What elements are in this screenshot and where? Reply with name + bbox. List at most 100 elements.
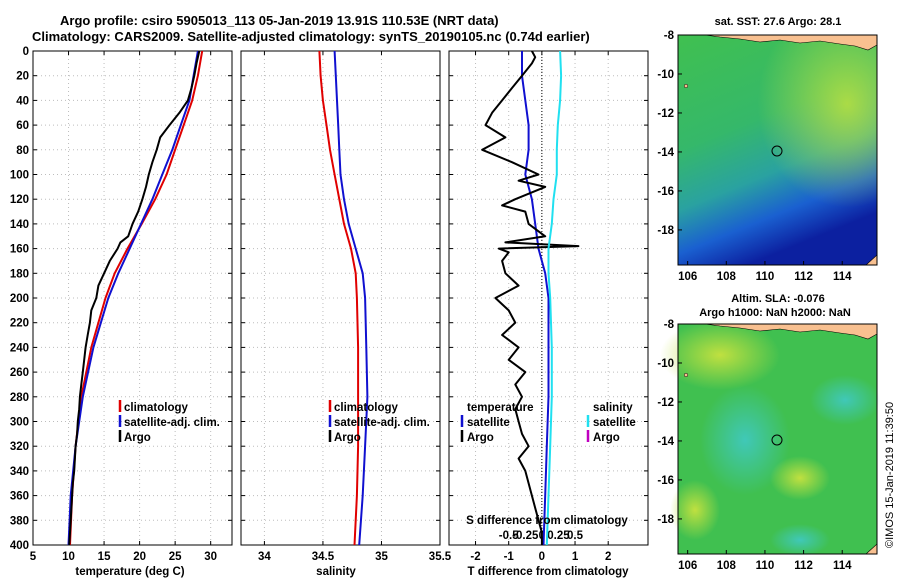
series-line-salinity-satellite [545,51,563,545]
t-difference-axis-label: T difference from climatology [467,566,629,578]
legend-label-t-satellite: satellite [467,417,510,429]
sla-island [683,372,689,378]
map-y-tick-label: -8 [664,319,675,331]
x-tick-label: -2 [470,551,480,563]
temperature-tick-labels: 5 10 15 20 25 30 [30,551,217,563]
y-tick-label: 260 [10,367,29,379]
sla-high-south [770,456,830,500]
x-tick-label: 20 [133,551,146,563]
salinity-tick-labels: 34 34.5 35 35.5 [258,551,452,563]
map-x-tick-label: 106 [678,560,697,572]
y-tick-label: 280 [10,392,29,404]
map-y-tick-label: -12 [657,397,674,409]
map-x-tick-label: 106 [678,271,697,283]
y-tick-label: 220 [10,318,29,330]
sst-map-title: sat. SST: 27.6 Argo: 28.1 [715,16,842,28]
series-line-satellite-adj-clim- [333,51,369,545]
sla-map-frame [677,323,878,555]
s-tick-label: -0.25 [512,530,539,542]
map-y-tick-label: -16 [657,475,674,487]
x-tick-label: 34.5 [312,551,335,563]
y-tick-label: 400 [10,540,29,552]
map-y-tick-label: -12 [657,108,674,120]
x-tick-label: 25 [169,551,182,563]
x-tick-label: 0 [539,551,545,563]
map-x-tick-label: 114 [833,271,852,283]
map-y-tick-label: -18 [657,225,674,237]
map-x-tick-label: 108 [717,271,737,283]
s-tick-label: -0.5 [499,530,519,542]
x-tick-label: 1 [572,551,579,563]
x-tick-label: 5 [30,551,37,563]
y-tick-label: 0 [23,46,29,58]
temperature-legend: climatology satellite-adj. clim. Argo [118,400,220,444]
sla-low-east [810,375,880,425]
legend-label-s-argo: Argo [593,432,620,444]
s-tick-label: 0.5 [567,530,584,542]
map-x-tick-label: 110 [756,560,775,572]
salinity-grid [241,50,441,546]
y-tick-label: 240 [10,342,29,354]
sla-high-north [660,320,780,390]
y-tick-label: 140 [10,219,29,231]
x-tick-label: -1 [504,551,515,563]
sla-low-west [700,385,790,495]
series-line-temperature-satellite [521,51,550,545]
y-tick-label: 160 [10,244,29,256]
temperature-panel [32,50,233,546]
sst-map-frame [677,34,878,266]
map-y-tick-label: -16 [657,186,674,198]
sst-argo-marker [771,145,783,157]
series-line-argo [68,51,201,545]
sla-high-southwest [670,480,720,540]
depth-tick-labels: 0 20 40 60 80 100 120 140 160 180 200 220 240 260 280 3… [10,46,29,552]
salinity-series [318,51,369,545]
y-tick-label: 80 [16,145,29,157]
temperature-grid [32,50,232,546]
legend-label-argo: Argo [334,432,361,444]
difference-tick-labels: -2 -1 0 1 2 [470,551,611,563]
sla-map-ticks: 106 108 110 112 114 -8 -10 -12 -14 -16 -18 [657,319,852,572]
y-tick-label: 320 [10,441,29,453]
series-line-climatology [318,51,360,545]
legend-label-t-argo: Argo [467,432,494,444]
salinity-legend: climatology satellite-adj. clim. Argo [328,400,430,444]
x-tick-label: 2 [605,551,611,563]
chart-title-line1: Argo profile: csiro 5905013_113 05-Jan-2… [60,13,499,28]
sla-argo-marker [771,434,783,446]
sla-map-subtitle: Argo h1000: NaN h2000: NaN [699,307,851,319]
sst-map [677,34,878,266]
y-tick-label: 360 [10,491,29,503]
map-x-tick-label: 112 [794,560,813,572]
temperature-axis-label: temperature (deg C) [75,566,184,578]
sst-island [683,83,689,89]
difference-grid [449,50,648,546]
x-tick-label: 30 [204,551,217,563]
legend-label-satellite: satellite-adj. clim. [124,417,220,429]
sst-warm-patch [678,35,877,265]
x-tick-label: 10 [62,551,75,563]
y-tick-label: 340 [10,466,29,478]
series-line-temperature-argo [481,51,580,545]
y-tick-label: 20 [16,71,29,83]
salinity-axis-label: salinity [316,566,356,578]
map-x-tick-label: 108 [717,560,737,572]
difference-series [481,51,580,545]
difference-legend: temperature satellite Argo salinity sate… [460,402,636,444]
y-tick-label: 120 [10,194,29,206]
x-tick-label: 15 [98,551,111,563]
legend-label-argo: Argo [124,432,151,444]
y-tick-label: 180 [10,268,29,280]
credit-stamp: ©IMOS 15-Jan-2019 11:39:50 [884,402,896,548]
map-y-tick-label: -18 [657,514,674,526]
sla-map [660,320,880,556]
map-x-tick-label: 112 [794,271,813,283]
chart-title-line2: Climatology: CARS2009. Satellite-adjuste… [32,29,590,44]
y-tick-label: 300 [10,417,29,429]
map-y-tick-label: -14 [657,147,674,159]
map-y-tick-label: -10 [657,358,674,370]
map-y-tick-label: -8 [664,30,675,42]
legend-title-salinity: salinity [593,402,633,414]
sla-low-south [770,524,830,556]
